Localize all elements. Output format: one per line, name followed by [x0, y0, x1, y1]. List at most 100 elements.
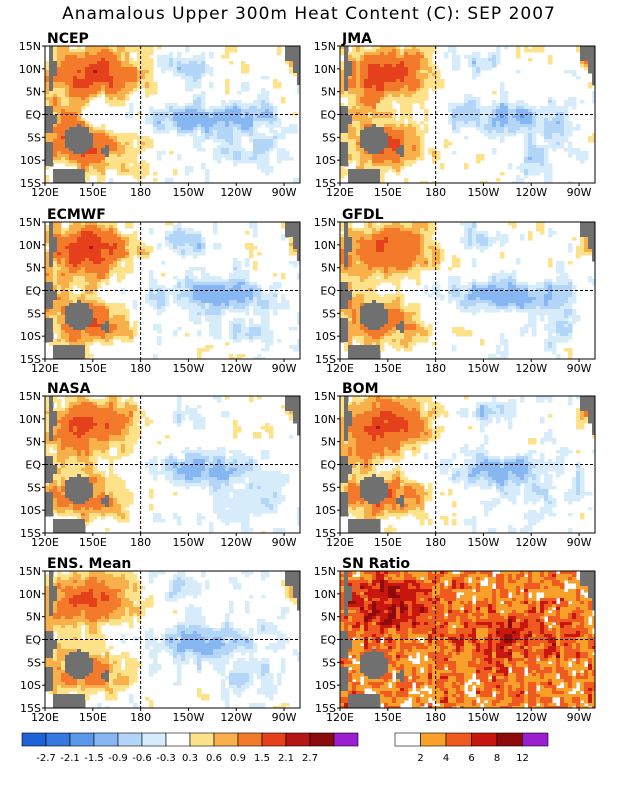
- colorbar-swatch: [420, 732, 447, 747]
- colorbar-swatch: [445, 732, 472, 747]
- panel-label: NASA: [47, 381, 91, 397]
- y-tick-label: 10N: [314, 413, 336, 426]
- x-tick-label: 120W: [220, 536, 252, 549]
- y-tick-label: EQ: [25, 285, 41, 298]
- y-tick-label: 15N: [314, 390, 336, 403]
- y-tick-label: EQ: [25, 634, 41, 647]
- x-tick-label: 120W: [515, 536, 547, 549]
- x-tick-label: 180: [425, 536, 446, 549]
- y-tick-label: EQ: [320, 459, 336, 472]
- x-tick-label: 180: [425, 186, 446, 199]
- y-tick-label: 15N: [19, 40, 41, 53]
- panel-label: JMA: [341, 31, 372, 47]
- x-tick-label: 150E: [374, 536, 402, 549]
- x-tick-label: 180: [130, 711, 151, 724]
- panel-label: GFDL: [342, 207, 384, 223]
- x-tick-label: 150W: [468, 536, 500, 549]
- x-tick-label: 150E: [374, 711, 402, 724]
- x-tick-label: 90W: [272, 711, 297, 724]
- x-tick-label: 150W: [173, 362, 205, 375]
- colorbar-label: 0.9: [230, 753, 246, 764]
- colorbar-swatch: [471, 732, 498, 747]
- y-tick-label: 5N: [26, 611, 41, 624]
- y-tick-label: 10N: [314, 63, 336, 76]
- x-tick-label: 120W: [220, 362, 252, 375]
- panel-label: BOM: [342, 381, 379, 397]
- x-tick-label: 120W: [220, 711, 252, 724]
- y-tick-label: 10N: [19, 239, 41, 252]
- y-tick-label: 15N: [19, 216, 41, 229]
- y-tick-label: 5S: [27, 307, 41, 320]
- colorbar-swatch: [496, 732, 523, 747]
- x-tick-label: 120W: [220, 186, 252, 199]
- y-tick-label: 5S: [322, 481, 336, 494]
- x-tick-label: 180: [130, 536, 151, 549]
- y-tick-label: 10N: [314, 588, 336, 601]
- y-tick-label: 15S: [315, 702, 336, 715]
- x-tick-label: 120W: [515, 186, 547, 199]
- colorbar-label: 1.5: [254, 753, 270, 764]
- y-tick-label: 15N: [314, 40, 336, 53]
- colorbar-swatch: [237, 732, 263, 747]
- x-tick-label: 120W: [515, 362, 547, 375]
- x-tick-label: 180: [130, 186, 151, 199]
- x-tick-label: 180: [425, 362, 446, 375]
- x-tick-label: 120E: [326, 362, 354, 375]
- y-tick-label: 15S: [20, 353, 41, 366]
- y-tick-label: 10S: [20, 504, 41, 517]
- y-tick-label: EQ: [320, 634, 336, 647]
- y-tick-label: 15N: [19, 565, 41, 578]
- x-tick-label: 150E: [374, 186, 402, 199]
- y-tick-label: 10S: [315, 679, 336, 692]
- colorbar-swatch: [93, 732, 119, 747]
- colorbar-label: 12: [516, 753, 529, 764]
- colorbar-label: 0.6: [206, 753, 222, 764]
- colorbar-label: 8: [494, 753, 500, 764]
- x-tick-label: 150E: [374, 362, 402, 375]
- colorbar-swatch: [309, 732, 335, 747]
- x-tick-label: 150E: [79, 711, 107, 724]
- x-tick-label: 120E: [326, 186, 354, 199]
- y-tick-label: 10S: [20, 330, 41, 343]
- y-tick-label: 10N: [314, 239, 336, 252]
- x-tick-label: 90W: [272, 186, 297, 199]
- y-tick-label: 5N: [321, 436, 336, 449]
- colorbar-label: 2: [417, 753, 423, 764]
- colorbar-label: -0.9: [108, 753, 128, 764]
- colorbar-swatch: [165, 732, 191, 747]
- y-tick-label: 15S: [315, 353, 336, 366]
- colorbar-swatch: [189, 732, 215, 747]
- y-tick-label: 15N: [19, 390, 41, 403]
- colorbar-swatch: [117, 732, 143, 747]
- x-tick-label: 90W: [272, 536, 297, 549]
- y-tick-label: 10S: [315, 330, 336, 343]
- colorbar-swatch: [69, 732, 95, 747]
- x-tick-label: 90W: [272, 362, 297, 375]
- y-tick-label: 10N: [19, 63, 41, 76]
- y-tick-label: 5S: [27, 481, 41, 494]
- x-tick-label: 150W: [468, 711, 500, 724]
- y-tick-label: 15S: [315, 177, 336, 190]
- x-tick-label: 150W: [173, 186, 205, 199]
- anomaly-colorbar: -2.7 -2.1 -1.5 -0.9 -0.6 -0.3 0.3 0.6 0.9 1.5 2.1 2…: [21, 732, 359, 764]
- x-tick-label: 150E: [79, 186, 107, 199]
- x-tick-label: 120E: [31, 536, 59, 549]
- colorbar-swatch: [261, 732, 287, 747]
- colorbar-label: -0.3: [156, 753, 176, 764]
- y-tick-label: 15S: [20, 177, 41, 190]
- x-tick-label: 90W: [567, 711, 592, 724]
- colorbar-label: -1.5: [84, 753, 104, 764]
- y-tick-label: 5N: [321, 262, 336, 275]
- colorbar-swatch: [45, 732, 71, 747]
- colorbar-label: -2.1: [60, 753, 80, 764]
- x-tick-label: 90W: [567, 186, 592, 199]
- x-tick-label: 180: [130, 362, 151, 375]
- colorbar-swatch: [522, 732, 549, 747]
- y-tick-label: 5S: [322, 307, 336, 320]
